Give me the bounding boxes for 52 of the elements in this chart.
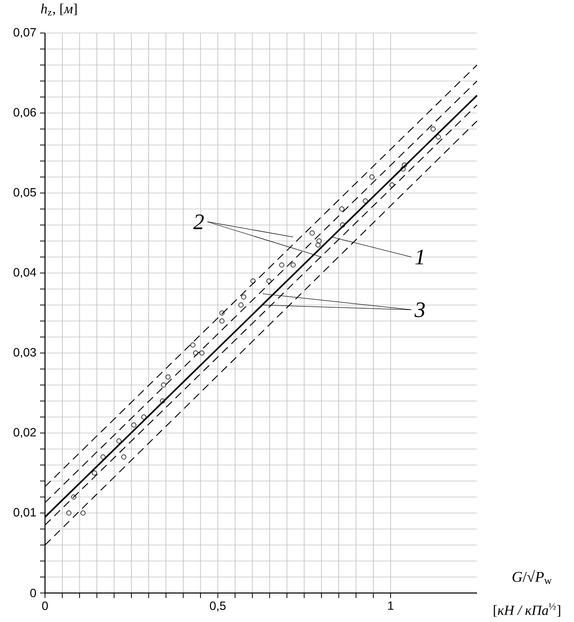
point — [339, 206, 344, 212]
point — [166, 374, 171, 380]
point — [161, 382, 166, 388]
point — [141, 414, 146, 420]
point — [92, 470, 97, 476]
point — [241, 294, 246, 300]
point — [238, 302, 244, 308]
point — [80, 510, 86, 516]
point — [160, 398, 166, 404]
point — [290, 262, 296, 268]
point — [362, 198, 368, 204]
point — [430, 126, 436, 132]
point — [402, 162, 407, 168]
point — [279, 262, 284, 268]
point — [316, 242, 321, 248]
point — [389, 182, 394, 188]
point — [436, 134, 441, 140]
point — [369, 174, 374, 180]
annotation: 3 — [414, 302, 425, 318]
annotation: 2 — [193, 214, 204, 230]
point — [190, 342, 196, 348]
point — [121, 454, 126, 460]
point — [316, 238, 322, 244]
point — [250, 278, 256, 284]
point — [131, 422, 136, 428]
point — [340, 222, 346, 228]
y-tick-label: 0 — [30, 588, 36, 598]
point — [266, 278, 272, 284]
y-tick-label: 0,07 — [14, 28, 36, 38]
point — [116, 438, 122, 444]
y-tick-label: 0,05 — [14, 188, 36, 198]
text: [кН / кПа$^{½}$] — [494, 603, 560, 617]
y-tick-label: 0,03 — [14, 348, 36, 358]
point — [310, 230, 315, 236]
point — [219, 318, 224, 324]
point — [66, 510, 72, 516]
point — [193, 350, 198, 356]
point — [100, 454, 106, 460]
y-axis-title: h$_{z}$, [м] — [41, 4, 77, 16]
point — [219, 310, 224, 316]
x-tick-label: 0 — [42, 602, 48, 610]
point — [71, 494, 76, 500]
y-tick-label: 0,01 — [14, 508, 36, 518]
y-tick-label: 0,06 — [14, 108, 36, 118]
y-tick-label: 0,04 — [14, 268, 36, 278]
y-tick-label: 0,02 — [14, 428, 36, 438]
x-axis-title: G/√P$_{w}$ — [512, 570, 552, 584]
annotation: 1 — [415, 250, 424, 264]
x-tick-label: 0,5 — [210, 602, 226, 612]
point — [199, 350, 204, 356]
point — [400, 166, 406, 172]
x-tick-label: 1 — [388, 602, 394, 610]
